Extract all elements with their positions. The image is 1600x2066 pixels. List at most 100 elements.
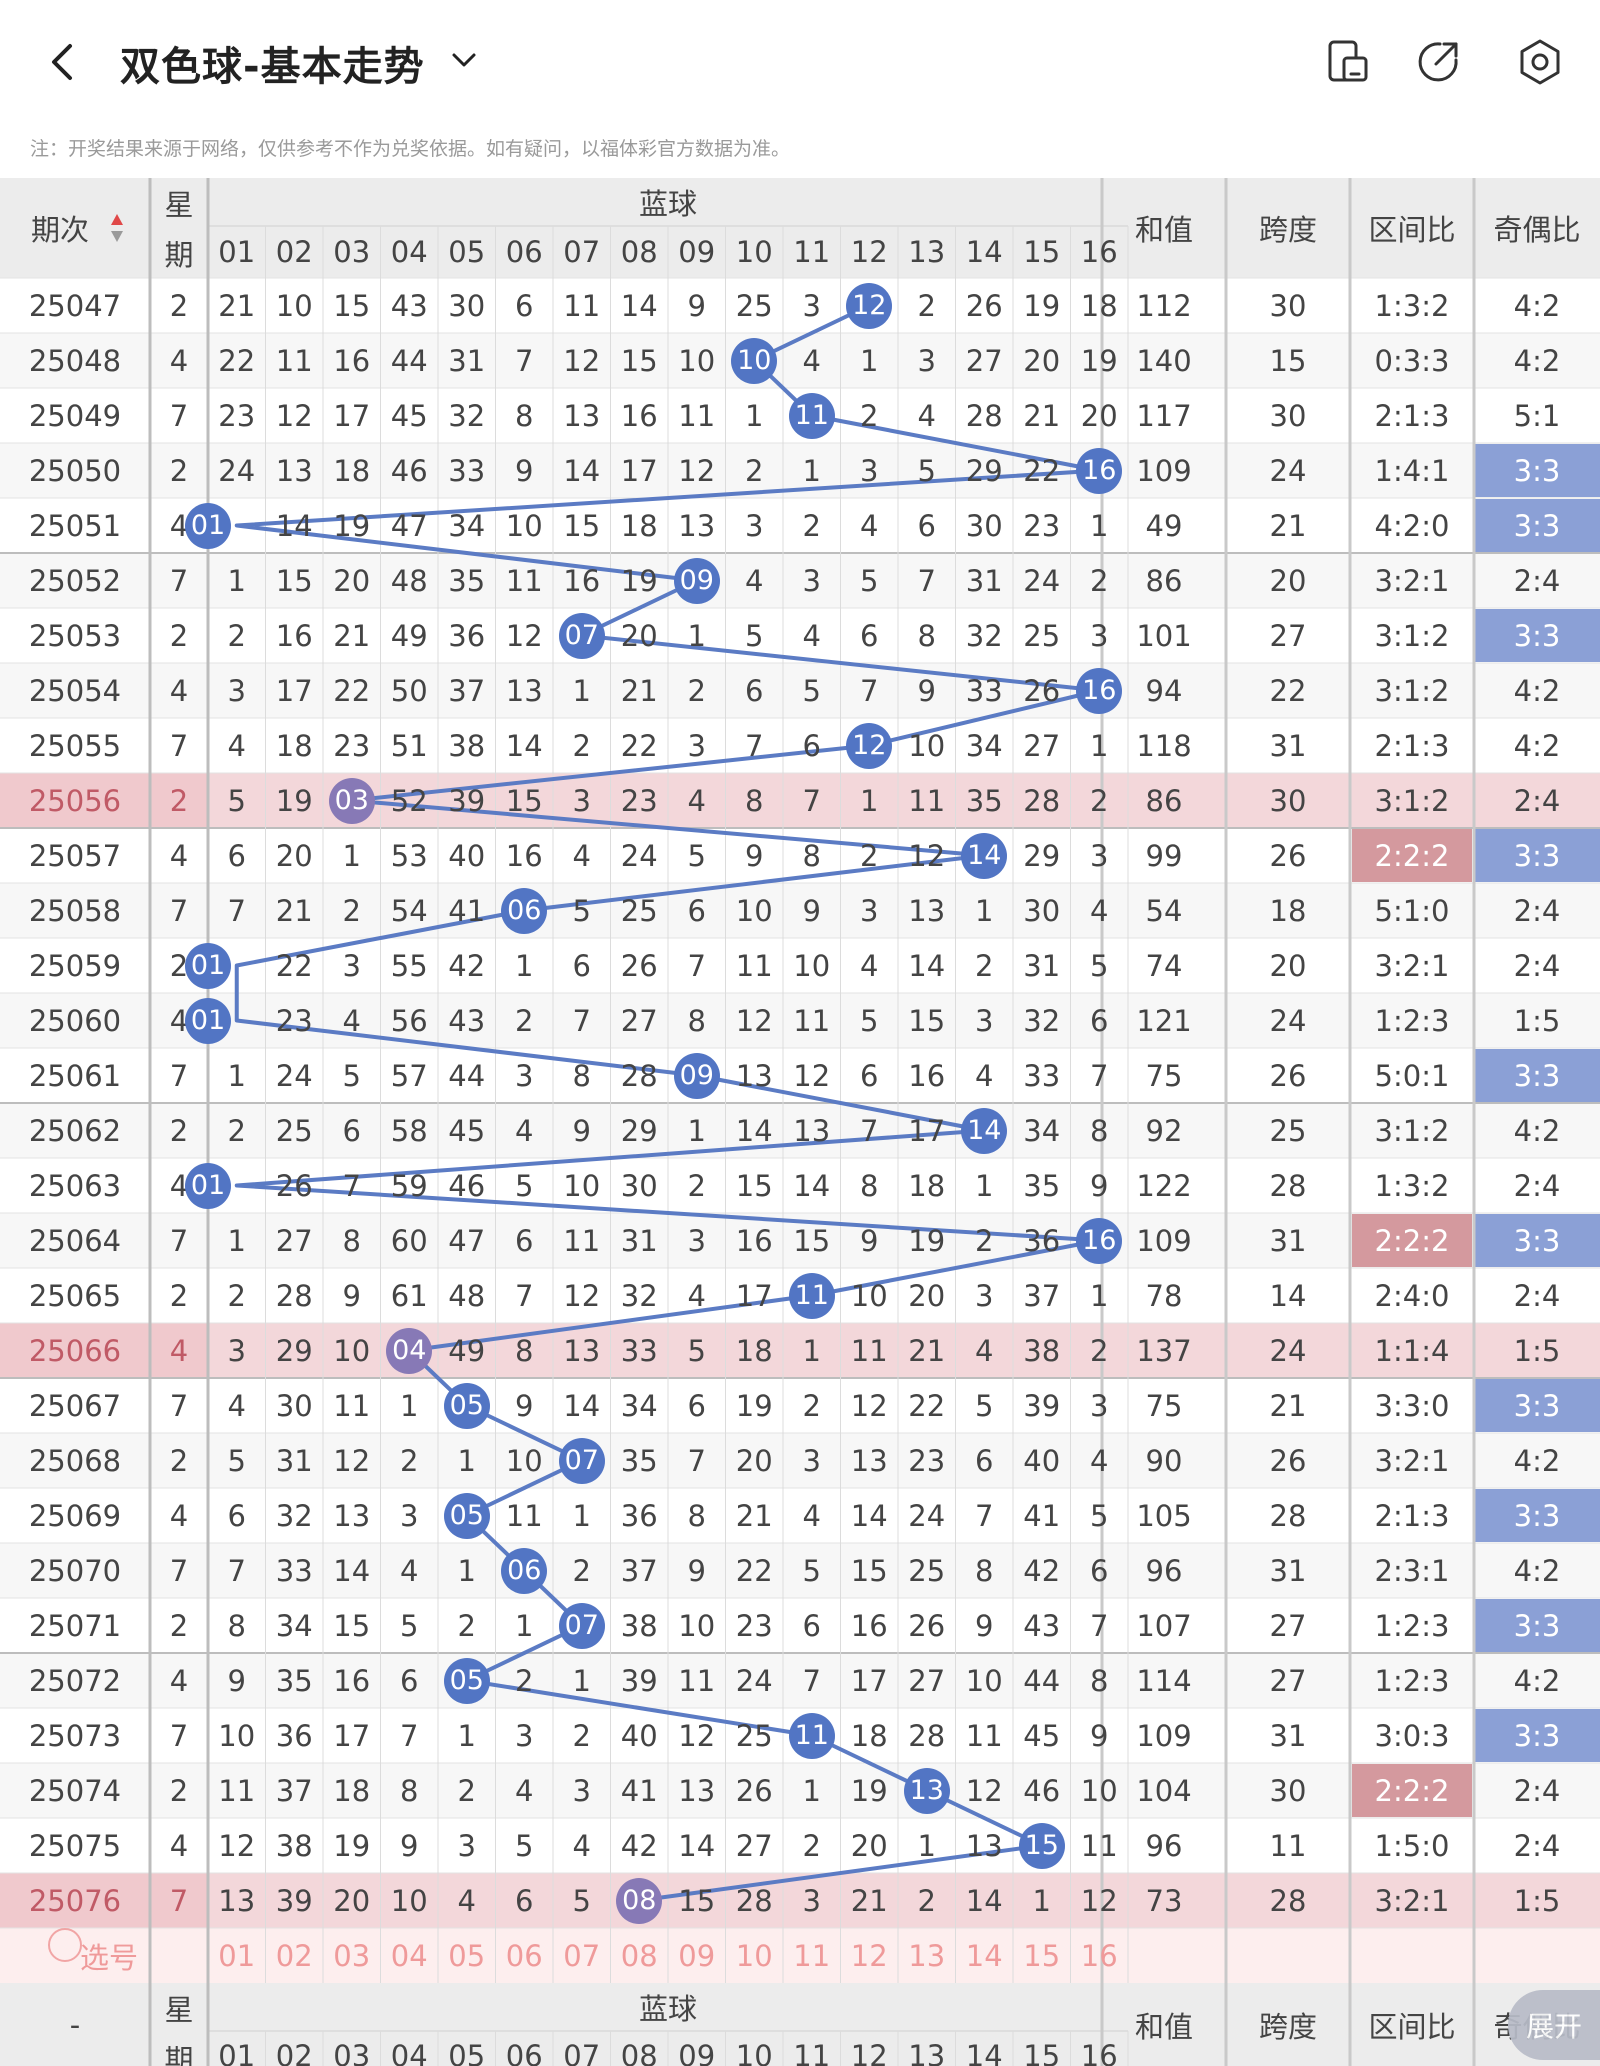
issue-number: 25067 <box>28 1388 122 1423</box>
miss-count: 8 <box>687 1003 706 1038</box>
weekday: 4 <box>169 343 189 378</box>
sort-icon[interactable] <box>110 212 124 244</box>
miss-count: 11 <box>908 783 946 818</box>
miss-count: 5 <box>342 1058 361 1093</box>
miss-count: 21 <box>218 288 256 323</box>
range-ratio: 3:3:0 <box>1374 1388 1450 1423</box>
settings-icon[interactable] <box>1514 36 1566 88</box>
miss-count: 7 <box>687 948 706 983</box>
miss-count: 24 <box>218 453 256 488</box>
table-row-bg <box>0 938 1600 993</box>
miss-count: 46 <box>390 453 428 488</box>
expand-button[interactable]: 展开 <box>1508 1990 1600 2060</box>
miss-count: 23 <box>218 398 256 433</box>
weekday: 7 <box>169 563 189 598</box>
miss-count: 8 <box>860 1168 879 1203</box>
miss-count: 25 <box>275 1113 313 1148</box>
miss-count: 32 <box>275 1498 313 1533</box>
miss-count: 17 <box>275 673 313 708</box>
miss-count: 31 <box>620 1223 658 1258</box>
miss-count: 1 <box>802 453 821 488</box>
miss-count: 8 <box>342 1223 361 1258</box>
miss-count: 27 <box>735 1828 773 1863</box>
parity-ratio: 2:4 <box>1513 563 1561 598</box>
miss-count: 21 <box>1023 398 1061 433</box>
chevron-down-icon[interactable] <box>450 48 478 72</box>
parity-ratio: 3:3 <box>1513 508 1561 543</box>
miss-count: 2 <box>227 1113 246 1148</box>
range-ratio: 5:0:1 <box>1374 1058 1450 1093</box>
sum-value: 117 <box>1136 398 1192 433</box>
miss-count: 18 <box>1080 288 1118 323</box>
miss-count: 21 <box>908 1333 946 1368</box>
miss-count: 43 <box>390 288 428 323</box>
miss-count: 11 <box>793 1003 831 1038</box>
sum-value: 109 <box>1136 453 1192 488</box>
miss-count: 24 <box>735 1663 773 1698</box>
miss-count: 14 <box>850 1498 888 1533</box>
miss-count: 44 <box>390 343 428 378</box>
share-icon[interactable] <box>1412 36 1464 88</box>
miss-count: 10 <box>218 1718 256 1753</box>
back-icon[interactable] <box>44 42 84 82</box>
devices-icon[interactable] <box>1322 36 1374 88</box>
miss-count: 32 <box>448 398 486 433</box>
miss-count: 12 <box>563 343 601 378</box>
miss-count: 7 <box>227 893 246 928</box>
span-value: 22 <box>1269 673 1307 708</box>
miss-count: 27 <box>275 1223 313 1258</box>
miss-count: 9 <box>515 453 534 488</box>
weekday: 4 <box>169 1168 189 1203</box>
weekday: 4 <box>169 508 189 543</box>
miss-count: 26 <box>275 1168 313 1203</box>
miss-count: 30 <box>275 1388 313 1423</box>
blue-ball-drawn: 08 <box>616 1877 663 1924</box>
issue-number: 25066 <box>28 1333 122 1368</box>
issue-number: 25055 <box>28 728 122 763</box>
miss-count: 45 <box>448 1113 486 1148</box>
blue-ball-drawn: 05 <box>443 1492 490 1539</box>
sum-value: 75 <box>1145 1388 1183 1423</box>
miss-count: 3 <box>687 728 706 763</box>
span-value: 30 <box>1269 783 1307 818</box>
miss-count: 10 <box>1080 1773 1118 1808</box>
miss-count: 3 <box>687 1223 706 1258</box>
miss-count: 15 <box>505 783 543 818</box>
miss-count: 25 <box>908 1553 946 1588</box>
blue-ball-drawn: 09 <box>673 557 720 604</box>
table-row-bg <box>0 773 1600 828</box>
miss-count: 14 <box>563 1388 601 1423</box>
week-column-header-top: 星 <box>164 188 194 222</box>
miss-count: 2 <box>400 1443 419 1478</box>
miss-count: 38 <box>275 1828 313 1863</box>
sum-value: 137 <box>1136 1333 1192 1368</box>
miss-count: 3 <box>802 1883 821 1918</box>
miss-count: 2 <box>860 398 879 433</box>
blue-ball-drawn: 07 <box>558 1437 605 1484</box>
miss-count: 26 <box>620 948 658 983</box>
range-ratio: 1:4:1 <box>1374 453 1450 488</box>
miss-count: 27 <box>965 343 1003 378</box>
blue-ball-drawn: 16 <box>1076 667 1123 714</box>
miss-count: 4 <box>400 1553 419 1588</box>
issue-number: 25065 <box>28 1278 122 1313</box>
miss-count: 1 <box>1090 1278 1109 1313</box>
blue-number-header: 03 <box>333 235 371 269</box>
miss-count: 6 <box>745 673 764 708</box>
miss-count: 17 <box>620 453 658 488</box>
select-blue-number: 04 <box>390 1938 428 1973</box>
select-circle-icon[interactable] <box>48 1928 82 1962</box>
miss-count: 3 <box>917 343 936 378</box>
miss-count: 4 <box>975 1333 994 1368</box>
miss-count: 61 <box>390 1278 428 1313</box>
miss-count: 23 <box>333 728 371 763</box>
miss-count: 39 <box>1023 1388 1061 1423</box>
range-ratio: 4:2:0 <box>1374 508 1450 543</box>
page-title[interactable]: 双色球-基本走势 <box>120 44 425 90</box>
sum-value: 75 <box>1145 1058 1183 1093</box>
parity-ratio: 4:2 <box>1513 343 1561 378</box>
miss-count: 42 <box>1023 1553 1061 1588</box>
span-value: 18 <box>1269 893 1307 928</box>
miss-count: 16 <box>620 398 658 433</box>
miss-count: 1 <box>400 1388 419 1423</box>
